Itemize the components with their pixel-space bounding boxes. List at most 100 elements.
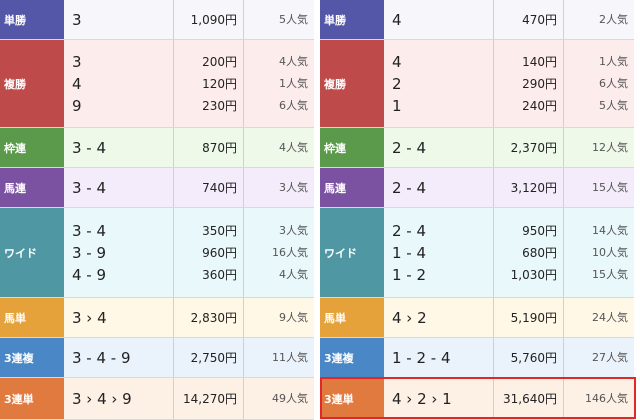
payout-value: 3,120円: [510, 180, 557, 195]
combination-cell: 3 - 4: [64, 168, 174, 207]
payout-row-sanrentan: 3連単 4 › 2 › 1 31,640円 146人気: [320, 378, 634, 420]
popularity-cell: 3人気 16人気 4人気: [244, 208, 314, 297]
combination-cell: 4 › 2: [384, 298, 494, 337]
popularity-value: 1人気: [279, 76, 308, 90]
popularity-cell: 146人気: [564, 378, 634, 419]
payout-value: 740円: [202, 180, 237, 195]
payout-row-sanrenpuku: 3連複 3 - 4 - 9 2,750円 11人気: [0, 338, 314, 378]
popularity-cell: 9人気: [244, 298, 314, 337]
payout-cell: 740円: [174, 168, 244, 207]
combination-value: 2: [392, 74, 402, 93]
payout-row-wakuren: 枠連 3 - 4 870円 4人気: [0, 128, 314, 168]
combination-value: 1: [392, 96, 402, 115]
popularity-value: 15人気: [592, 180, 628, 194]
popularity-value: 16人気: [272, 245, 308, 259]
payout-row-umatan: 馬単 3 › 4 2,830円 9人気: [0, 298, 314, 338]
payout-value: 14,270円: [183, 391, 237, 406]
combination-value: 2 - 4: [392, 178, 427, 197]
combination-value: 4 › 2 › 1: [392, 389, 452, 408]
bet-type-label: 馬連: [0, 168, 64, 207]
payout-cell: 5,190円: [494, 298, 564, 337]
payout-cell: 350円 960円 360円: [174, 208, 244, 297]
combination-cell: 4: [384, 0, 494, 39]
popularity-value: 4人気: [279, 267, 308, 281]
payout-value: 120円: [202, 76, 237, 91]
combination-value: 2 - 4: [392, 221, 427, 240]
payout-cell: 470円: [494, 0, 564, 39]
popularity-cell: 2人気: [564, 0, 634, 39]
combination-value: 3 › 4: [72, 308, 107, 327]
payout-value: 2,830円: [190, 310, 237, 325]
combination-cell: 3 › 4 › 9: [64, 378, 174, 419]
popularity-value: 11人気: [272, 350, 308, 364]
payout-table-right: 単勝 4 470円 2人気 複勝 4 2 1 140円 290円 240円 1人気 6人気 5人気 枠連 2 …: [320, 0, 634, 420]
bet-type-label: 3連複: [320, 338, 384, 377]
payout-cell: 870円: [174, 128, 244, 167]
payout-row-tansho: 単勝 4 470円 2人気: [320, 0, 634, 40]
payout-value: 1,090円: [190, 12, 237, 27]
bet-type-label: 枠連: [0, 128, 64, 167]
popularity-value: 5人気: [599, 98, 628, 112]
payout-value: 950円: [522, 223, 557, 238]
payout-value: 1,030円: [510, 267, 557, 282]
payout-value: 470円: [522, 12, 557, 27]
combination-value: 4 › 2: [392, 308, 427, 327]
bet-type-label: 枠連: [320, 128, 384, 167]
combination-value: 3: [72, 10, 82, 29]
popularity-value: 4人気: [279, 54, 308, 68]
popularity-value: 9人気: [279, 310, 308, 324]
popularity-cell: 15人気: [564, 168, 634, 207]
payout-row-fukusho: 複勝 4 2 1 140円 290円 240円 1人気 6人気 5人気: [320, 40, 634, 128]
payout-value: 360円: [202, 267, 237, 282]
combination-value: 4: [392, 10, 402, 29]
popularity-value: 10人気: [592, 245, 628, 259]
payout-row-umatan: 馬単 4 › 2 5,190円 24人気: [320, 298, 634, 338]
combination-cell: 3: [64, 0, 174, 39]
payout-row-wakuren: 枠連 2 - 4 2,370円 12人気: [320, 128, 634, 168]
payout-cell: 200円 120円 230円: [174, 40, 244, 127]
payout-value: 240円: [522, 98, 557, 113]
payout-value: 230円: [202, 98, 237, 113]
bet-type-label: 単勝: [0, 0, 64, 39]
payout-value: 870円: [202, 140, 237, 155]
payout-value: 200円: [202, 54, 237, 69]
combination-value: 1 - 2 - 4: [392, 348, 451, 367]
panel-divider: [314, 0, 320, 420]
bet-type-label: 3連単: [0, 378, 64, 419]
payout-cell: 1,090円: [174, 0, 244, 39]
combination-value: 3 - 4: [72, 178, 107, 197]
popularity-cell: 4人気: [244, 128, 314, 167]
popularity-value: 5人気: [279, 12, 308, 26]
bet-type-label: 単勝: [320, 0, 384, 39]
bet-type-label: ワイド: [320, 208, 384, 297]
payout-row-fukusho: 複勝 3 4 9 200円 120円 230円 4人気 1人気 6人気: [0, 40, 314, 128]
combination-cell: 3 4 9: [64, 40, 174, 127]
combination-cell: 3 - 4 3 - 9 4 - 9: [64, 208, 174, 297]
combination-value: 4 - 9: [72, 265, 107, 284]
popularity-value: 49人気: [272, 391, 308, 405]
popularity-value: 4人気: [279, 140, 308, 154]
payout-value: 5,190円: [510, 310, 557, 325]
popularity-cell: 49人気: [244, 378, 314, 419]
payout-cell: 2,370円: [494, 128, 564, 167]
combination-value: 3 › 4 › 9: [72, 389, 132, 408]
popularity-value: 3人気: [279, 180, 308, 194]
bet-type-label: 馬単: [0, 298, 64, 337]
payout-value: 2,750円: [190, 350, 237, 365]
popularity-cell: 3人気: [244, 168, 314, 207]
popularity-value: 6人気: [599, 76, 628, 90]
combination-value: 3: [72, 52, 82, 71]
combination-cell: 3 - 4 - 9: [64, 338, 174, 377]
combination-value: 1 - 2: [392, 265, 427, 284]
payout-cell: 31,640円: [494, 378, 564, 419]
payout-value: 31,640円: [503, 391, 557, 406]
payout-value: 2,370円: [510, 140, 557, 155]
combination-cell: 2 - 4: [384, 168, 494, 207]
payout-row-umaren: 馬連 2 - 4 3,120円 15人気: [320, 168, 634, 208]
combination-value: 3 - 4: [72, 138, 107, 157]
payout-cell: 2,830円: [174, 298, 244, 337]
popularity-cell: 12人気: [564, 128, 634, 167]
payout-value: 960円: [202, 245, 237, 260]
popularity-value: 1人気: [599, 54, 628, 68]
